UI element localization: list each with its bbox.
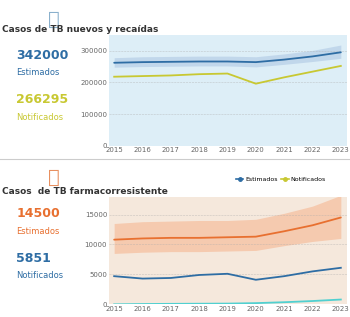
Text: 🫁: 🫁: [48, 10, 60, 29]
Text: Notificados: Notificados: [16, 271, 63, 280]
Text: Estimados: Estimados: [16, 227, 60, 236]
Text: Casos de TB nuevos y recaídas: Casos de TB nuevos y recaídas: [1, 25, 158, 34]
Legend: Estimados, Notificados: Estimados, Notificados: [233, 174, 329, 185]
Text: Estimados: Estimados: [16, 68, 60, 77]
Text: 5851: 5851: [16, 252, 51, 265]
Text: 342000: 342000: [16, 49, 69, 62]
Text: Notificados: Notificados: [16, 113, 63, 122]
Text: Casos  de TB farmacorresistente: Casos de TB farmacorresistente: [1, 187, 167, 196]
Text: 🫁: 🫁: [48, 168, 60, 187]
Text: 266295: 266295: [16, 93, 68, 107]
Text: 14500: 14500: [16, 207, 60, 221]
